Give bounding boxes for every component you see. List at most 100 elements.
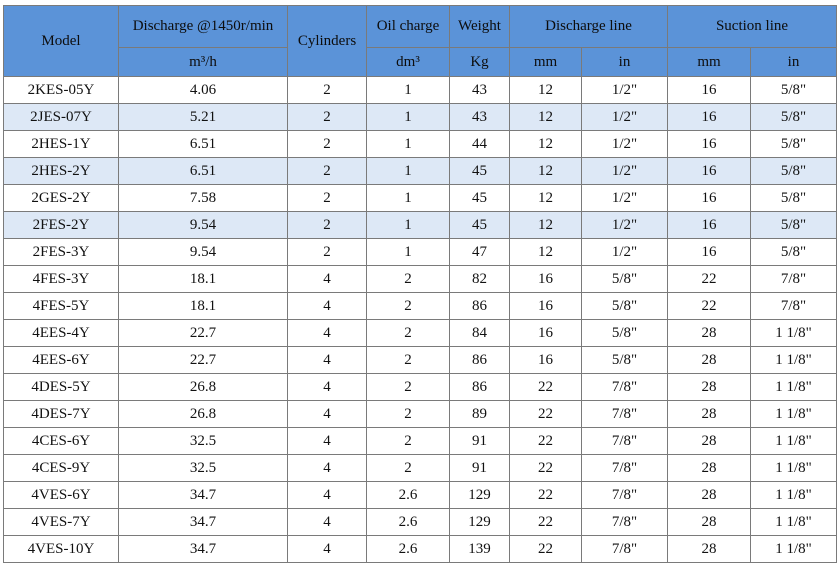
table-cell: 16 (667, 184, 751, 212)
table-cell: 4 (287, 373, 367, 401)
table-cell: 1 1/8" (749, 373, 838, 401)
table-cell: 2 (366, 373, 450, 401)
table-cell: 1/2" (581, 184, 668, 212)
table-cell: 4 (287, 265, 367, 293)
table-cell: 5/8" (581, 346, 668, 374)
table-cell: 4 (287, 535, 367, 563)
table-cell: 43 (449, 76, 510, 104)
header-cell: dm³ (366, 47, 450, 77)
table-cell: 12 (509, 103, 582, 131)
table-cell: 18.1 (118, 292, 288, 320)
table-cell: 12 (509, 184, 582, 212)
table-cell: 2 (287, 103, 367, 131)
table-cell: 4 (287, 319, 367, 347)
table-cell: 12 (509, 76, 582, 104)
table-cell: 4CES-6Y (3, 427, 119, 455)
table-cell: 1/2" (581, 76, 668, 104)
table-cell: 7.58 (118, 184, 288, 212)
header-cell: in (749, 47, 838, 77)
table-cell: 5/8" (749, 157, 838, 185)
table-cell: 2GES-2Y (3, 184, 119, 212)
table-cell: 16 (509, 292, 582, 320)
table-cell: 91 (449, 454, 510, 482)
table-cell: 4VES-6Y (3, 481, 119, 509)
table-cell: 28 (667, 535, 751, 563)
table-cell: 1 (366, 238, 450, 266)
table-cell: 2HES-2Y (3, 157, 119, 185)
table-cell: 34.7 (118, 508, 288, 536)
table-cell: 7/8" (581, 481, 668, 509)
table-cell: 1 1/8" (749, 319, 838, 347)
table-cell: 1/2" (581, 103, 668, 131)
table-cell: 1/2" (581, 157, 668, 185)
table-cell: 4VES-10Y (3, 535, 119, 563)
table-cell: 91 (449, 427, 510, 455)
table-cell: 4 (287, 400, 367, 428)
header-cell: Suction line (666, 5, 838, 48)
table-header: Model Discharge @1450r/min Cylinders Oil… (3, 5, 838, 77)
table-cell: 26.8 (118, 373, 288, 401)
table-cell: 4 (287, 481, 367, 509)
table-cell: 1 (366, 76, 450, 104)
table-cell: 82 (449, 265, 510, 293)
table-cell: 22 (667, 292, 751, 320)
table-cell: 1 (366, 103, 450, 131)
table-cell: 1 1/8" (749, 346, 838, 374)
table-cell: 7/8" (749, 265, 838, 293)
table-row: 4EES-6Y 22.7 4 2 86 16 5/8" 28 1 1/8" (3, 346, 838, 374)
table-cell: 2 (366, 427, 450, 455)
table-cell: 5/8" (581, 319, 668, 347)
table-cell: 2.6 (366, 508, 450, 536)
table-cell: 34.7 (118, 481, 288, 509)
table-cell: 89 (449, 400, 510, 428)
table-cell: 16 (667, 130, 751, 158)
table-row: 4CES-6Y 32.5 4 2 91 22 7/8" 28 1 1/8" (3, 427, 838, 455)
spec-table: Model Discharge @1450r/min Cylinders Oil… (3, 5, 838, 563)
table-cell: 86 (449, 373, 510, 401)
table-cell: 129 (449, 481, 510, 509)
table-cell: 16 (667, 238, 751, 266)
table-cell: 2 (287, 184, 367, 212)
header-cell: mm (667, 47, 751, 77)
table-cell: 4 (287, 427, 367, 455)
table-cell: 2 (287, 76, 367, 104)
table-cell: 7/8" (581, 508, 668, 536)
table-cell: 22 (509, 373, 582, 401)
table-cell: 129 (449, 508, 510, 536)
table-cell: 7/8" (581, 400, 668, 428)
table-cell: 1 1/8" (749, 454, 838, 482)
table-cell: 16 (667, 211, 751, 239)
table-row: 4FES-5Y 18.1 4 2 86 16 5/8" 22 7/8" (3, 292, 838, 320)
table-cell: 16 (509, 319, 582, 347)
table-cell: 45 (449, 211, 510, 239)
table-cell: 22 (509, 481, 582, 509)
table-cell: 5/8" (749, 103, 838, 131)
table-cell: 1 (366, 130, 450, 158)
table-cell: 4EES-6Y (3, 346, 119, 374)
table-row: 2HES-1Y 6.51 2 1 44 12 1/2" 16 5/8" (3, 130, 838, 158)
header-cell: Model (3, 5, 119, 77)
table-cell: 7/8" (581, 535, 668, 563)
table-cell: 2 (366, 292, 450, 320)
table-cell: 28 (667, 427, 751, 455)
header-cell: m³/h (118, 47, 288, 77)
table-cell: 5/8" (581, 265, 668, 293)
table-cell: 1 (366, 184, 450, 212)
table-cell: 28 (667, 481, 751, 509)
table-cell: 16 (509, 346, 582, 374)
table-cell: 22.7 (118, 319, 288, 347)
header-cell: Cylinders (287, 5, 367, 77)
table-cell: 2 (287, 130, 367, 158)
header-cell: mm (509, 47, 582, 77)
table-cell: 5/8" (749, 184, 838, 212)
table-cell: 86 (449, 346, 510, 374)
table-cell: 12 (509, 238, 582, 266)
table-cell: 16 (667, 157, 751, 185)
table-cell: 6.51 (118, 130, 288, 158)
table-row: 4EES-4Y 22.7 4 2 84 16 5/8" 28 1 1/8" (3, 319, 838, 347)
table-cell: 12 (509, 130, 582, 158)
table-cell: 2FES-2Y (3, 211, 119, 239)
table-cell: 2 (366, 265, 450, 293)
table-cell: 5/8" (581, 292, 668, 320)
table-cell: 2 (366, 400, 450, 428)
